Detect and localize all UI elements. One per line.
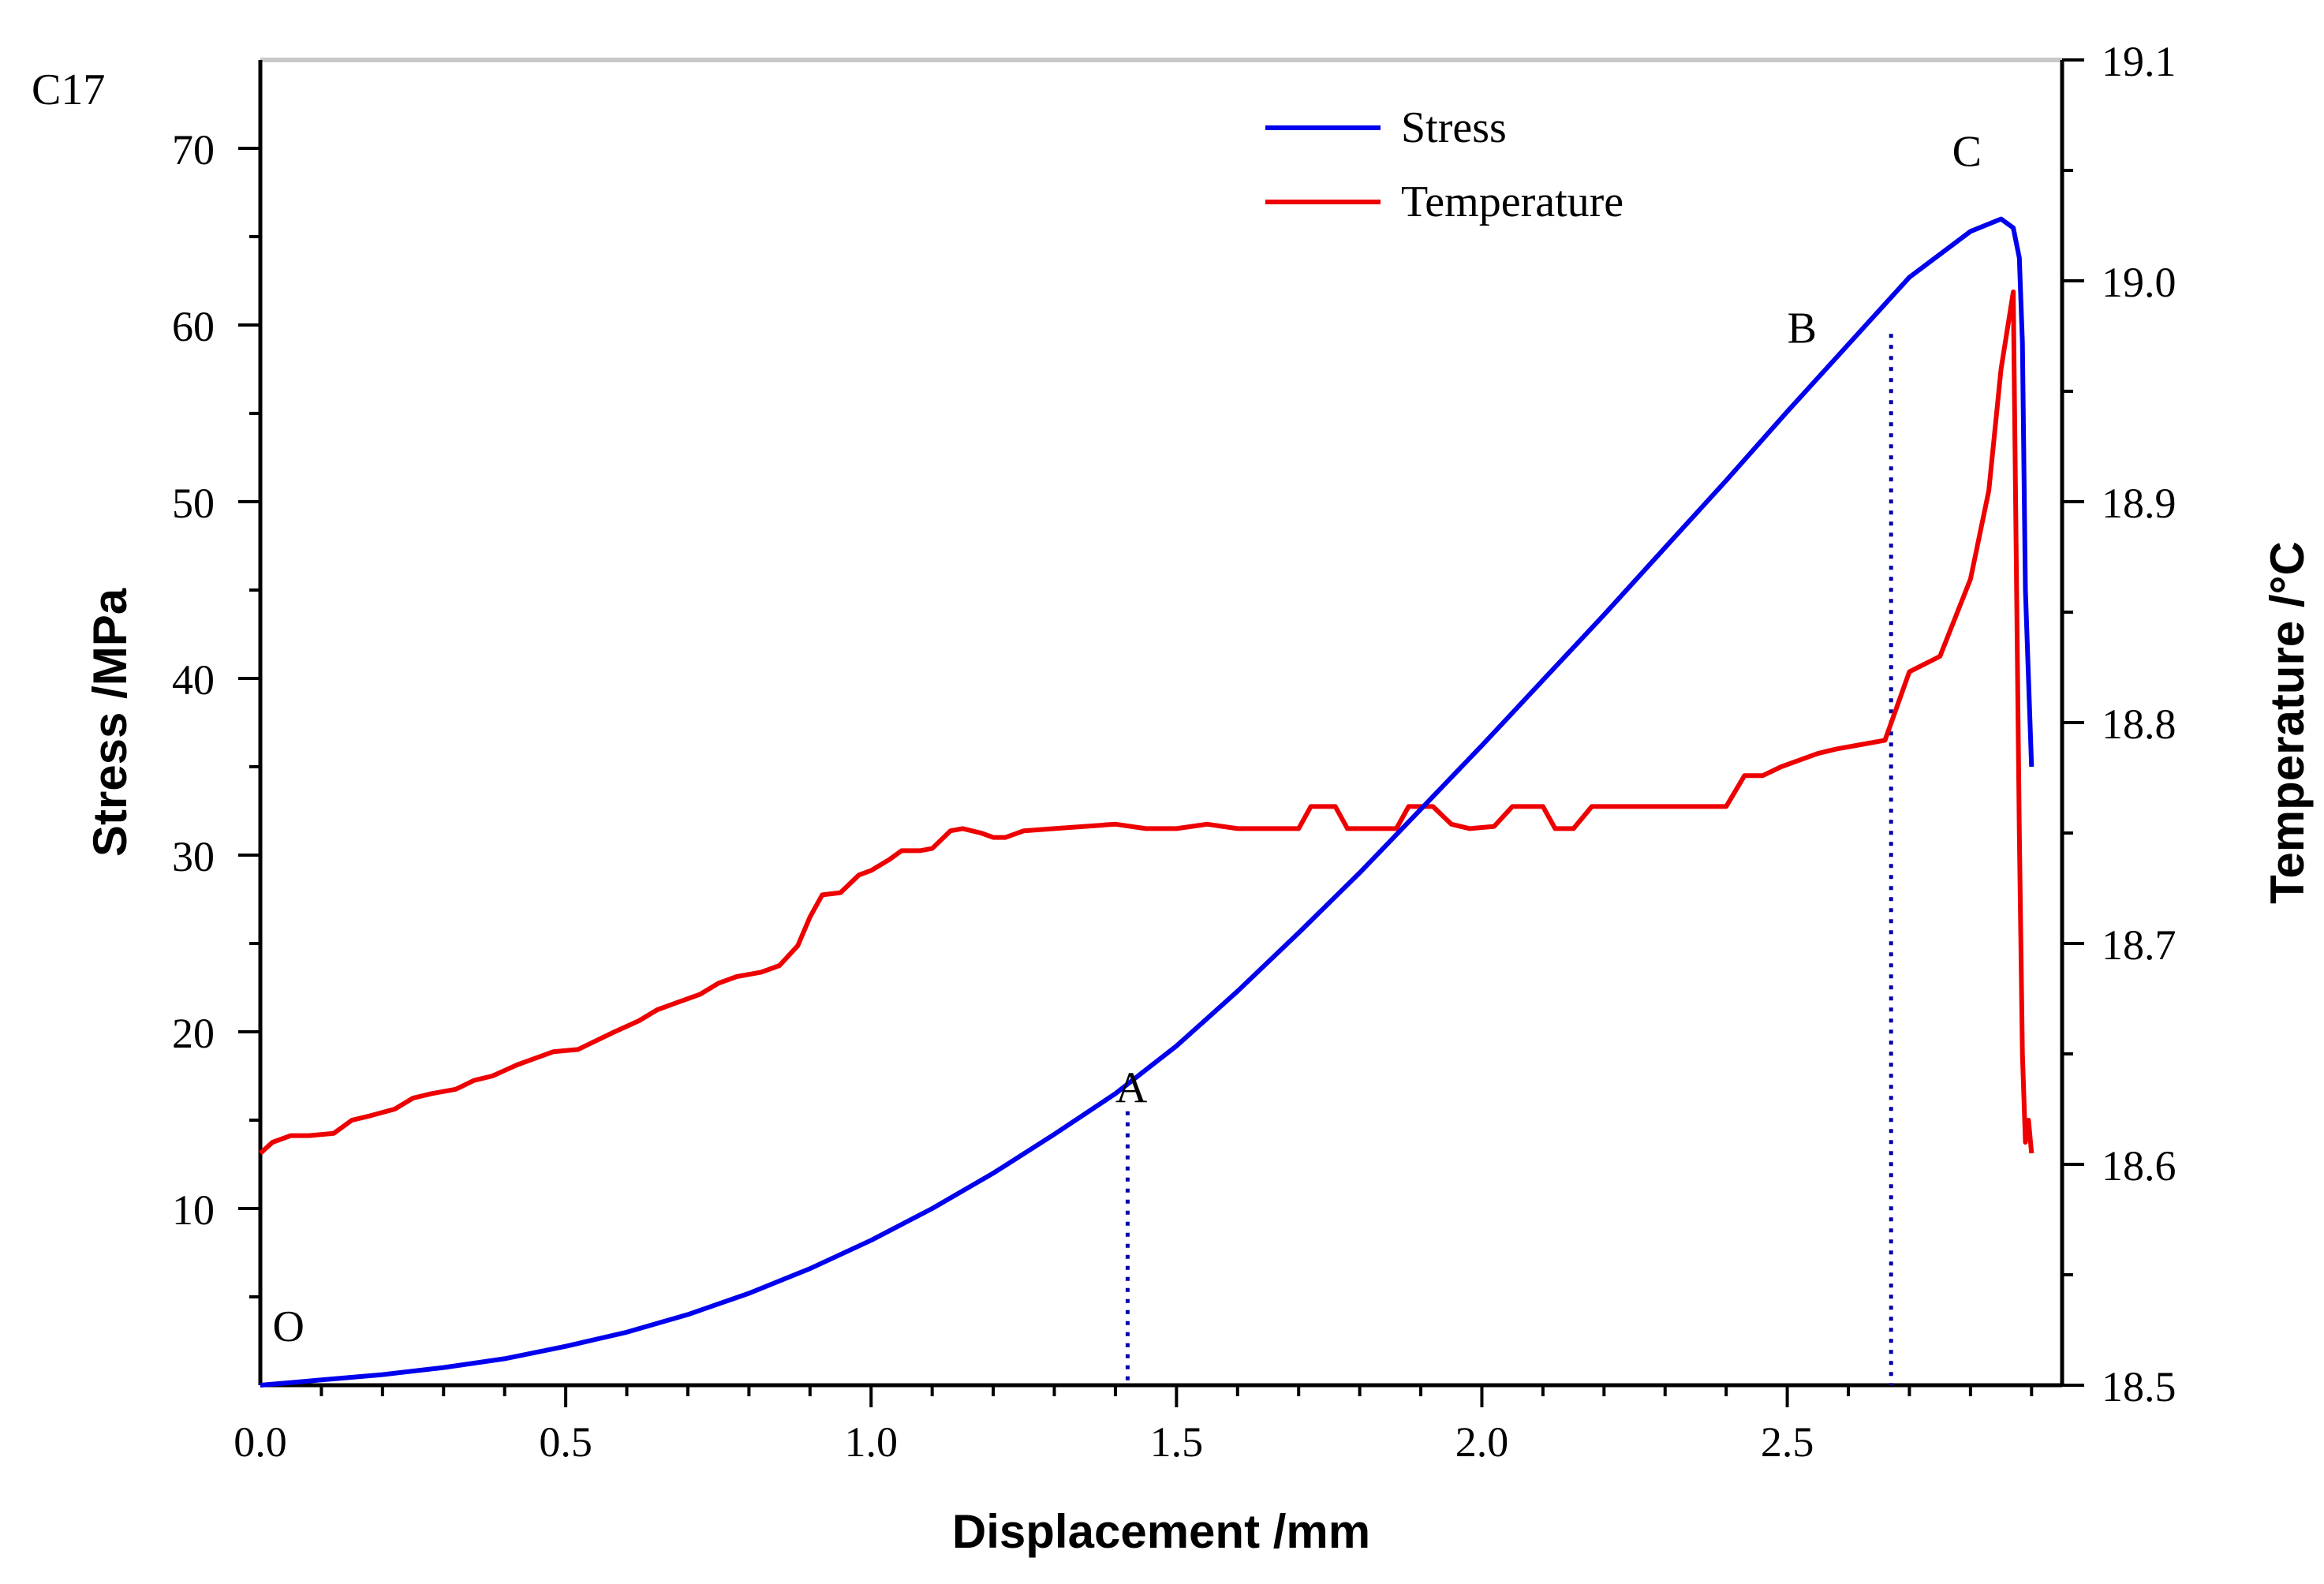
legend-stress-label: Stress [1401, 103, 1507, 152]
y-tick-label: 30 [172, 833, 215, 880]
x-tick-label: 2.0 [1455, 1418, 1509, 1466]
y2-tick-label: 18.8 [2102, 700, 2176, 748]
panel-label: C17 [32, 65, 105, 114]
series-layer [258, 216, 2034, 1388]
y-tick-label: 60 [172, 303, 215, 350]
legend-temperature-label: Temperature [1401, 177, 1623, 226]
y-tick-label: 70 [172, 126, 215, 174]
y-axis-ticks: 10 20 30 40 50 60 70 [172, 126, 260, 1298]
x-tick-label: 1.5 [1150, 1418, 1204, 1466]
point-annotations: O A B C [272, 127, 1982, 1351]
x-tick-label: 0.0 [234, 1418, 287, 1466]
temperature-series-line [258, 290, 2034, 1156]
y2-tick-label: 18.5 [2102, 1363, 2176, 1410]
y2-tick-label: 19.1 [2102, 38, 2176, 85]
legend: Stress Temperature [1265, 103, 1623, 226]
x-tick-label: 2.5 [1761, 1418, 1814, 1466]
point-label-c: C [1952, 127, 1982, 176]
y-tick-label: 50 [172, 480, 215, 527]
y-tick-label: 20 [172, 1010, 215, 1057]
y2-tick-label: 18.7 [2102, 921, 2176, 969]
dotted-marker-lines [1125, 334, 1893, 1385]
y2-tick-label: 18.9 [2102, 480, 2176, 527]
point-label-b: B [1788, 304, 1817, 353]
y2-axis-title: Temperature /°C [2261, 541, 2314, 904]
x-axis-title: Displacement /mm [952, 1505, 1370, 1558]
point-label-o: O [272, 1302, 304, 1351]
y2-axis-ticks: 18.5 18.6 18.7 18.8 18.9 19.0 19.1 [2062, 38, 2176, 1410]
stress-series-line [260, 216, 2034, 1388]
x-tick-label: 0.5 [539, 1418, 592, 1466]
x-tick-label: 1.0 [844, 1418, 898, 1466]
y2-tick-label: 18.6 [2102, 1142, 2176, 1190]
x-axis-ticks: 0.0 0.5 1.0 1.5 2.0 2.5 [234, 1385, 2034, 1466]
y-axis-title: Stress /MPa [84, 588, 136, 857]
y-tick-label: 40 [172, 656, 215, 704]
y2-tick-label: 19.0 [2102, 259, 2176, 306]
point-label-a: A [1115, 1064, 1148, 1113]
y-tick-label: 10 [172, 1186, 215, 1234]
